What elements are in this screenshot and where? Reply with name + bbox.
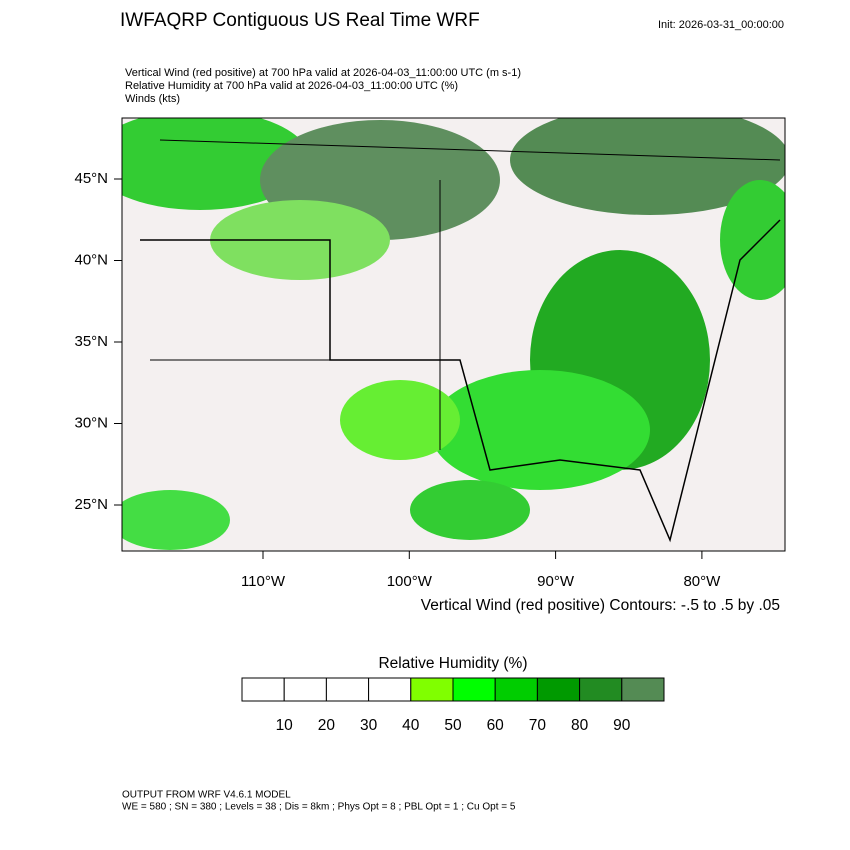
colorbar-label: 60 bbox=[487, 717, 505, 734]
colorbar-label: 90 bbox=[613, 717, 631, 734]
lon-label: 110°W bbox=[241, 573, 286, 590]
description-line: Winds (kts) bbox=[125, 93, 180, 105]
description-line: Vertical Wind (red positive) at 700 hPa … bbox=[125, 67, 521, 79]
colorbar-title: Relative Humidity (%) bbox=[378, 655, 527, 672]
colorbar-label: 30 bbox=[360, 717, 378, 734]
colorbar-box bbox=[368, 677, 412, 702]
colorbar-box bbox=[621, 677, 665, 702]
lat-label: 35°N bbox=[74, 333, 108, 350]
footer-line: OUTPUT FROM WRF V4.6.1 MODEL bbox=[122, 790, 291, 801]
init-time: Init: 2026-03-31_00:00:00 bbox=[658, 19, 784, 31]
footer-line: WE = 580 ; SN = 380 ; Levels = 38 ; Dis … bbox=[122, 802, 516, 813]
colorbar-box bbox=[410, 677, 454, 702]
colorbar-box bbox=[241, 677, 285, 702]
colorbar-label: 40 bbox=[402, 717, 420, 734]
colorbar-box bbox=[325, 677, 370, 702]
lon-label: 100°W bbox=[387, 573, 433, 590]
lon-label: 90°W bbox=[537, 573, 575, 590]
lat-label: 40°N bbox=[74, 251, 108, 268]
colorbar-box bbox=[283, 677, 327, 702]
lon-label: 80°W bbox=[683, 573, 721, 590]
colorbar-box bbox=[536, 677, 581, 702]
colorbar-box bbox=[452, 677, 496, 702]
description-line: Relative Humidity at 700 hPa valid at 20… bbox=[125, 80, 458, 92]
colorbar-label: 10 bbox=[276, 717, 294, 734]
contour-note: Vertical Wind (red positive) Contours: -… bbox=[421, 597, 780, 614]
colorbar-label: 20 bbox=[318, 717, 336, 734]
lat-label: 45°N bbox=[74, 170, 108, 187]
map bbox=[121, 117, 786, 552]
lat-label: 30°N bbox=[74, 414, 108, 431]
colorbar-label: 70 bbox=[529, 717, 547, 734]
colorbar-box bbox=[579, 677, 623, 702]
colorbar-label: 80 bbox=[571, 717, 589, 734]
colorbar-box bbox=[494, 677, 538, 702]
title: IWFAQRP Contiguous US Real Time WRF bbox=[120, 10, 480, 31]
lat-label: 25°N bbox=[74, 496, 108, 513]
colorbar-label: 50 bbox=[444, 717, 462, 734]
